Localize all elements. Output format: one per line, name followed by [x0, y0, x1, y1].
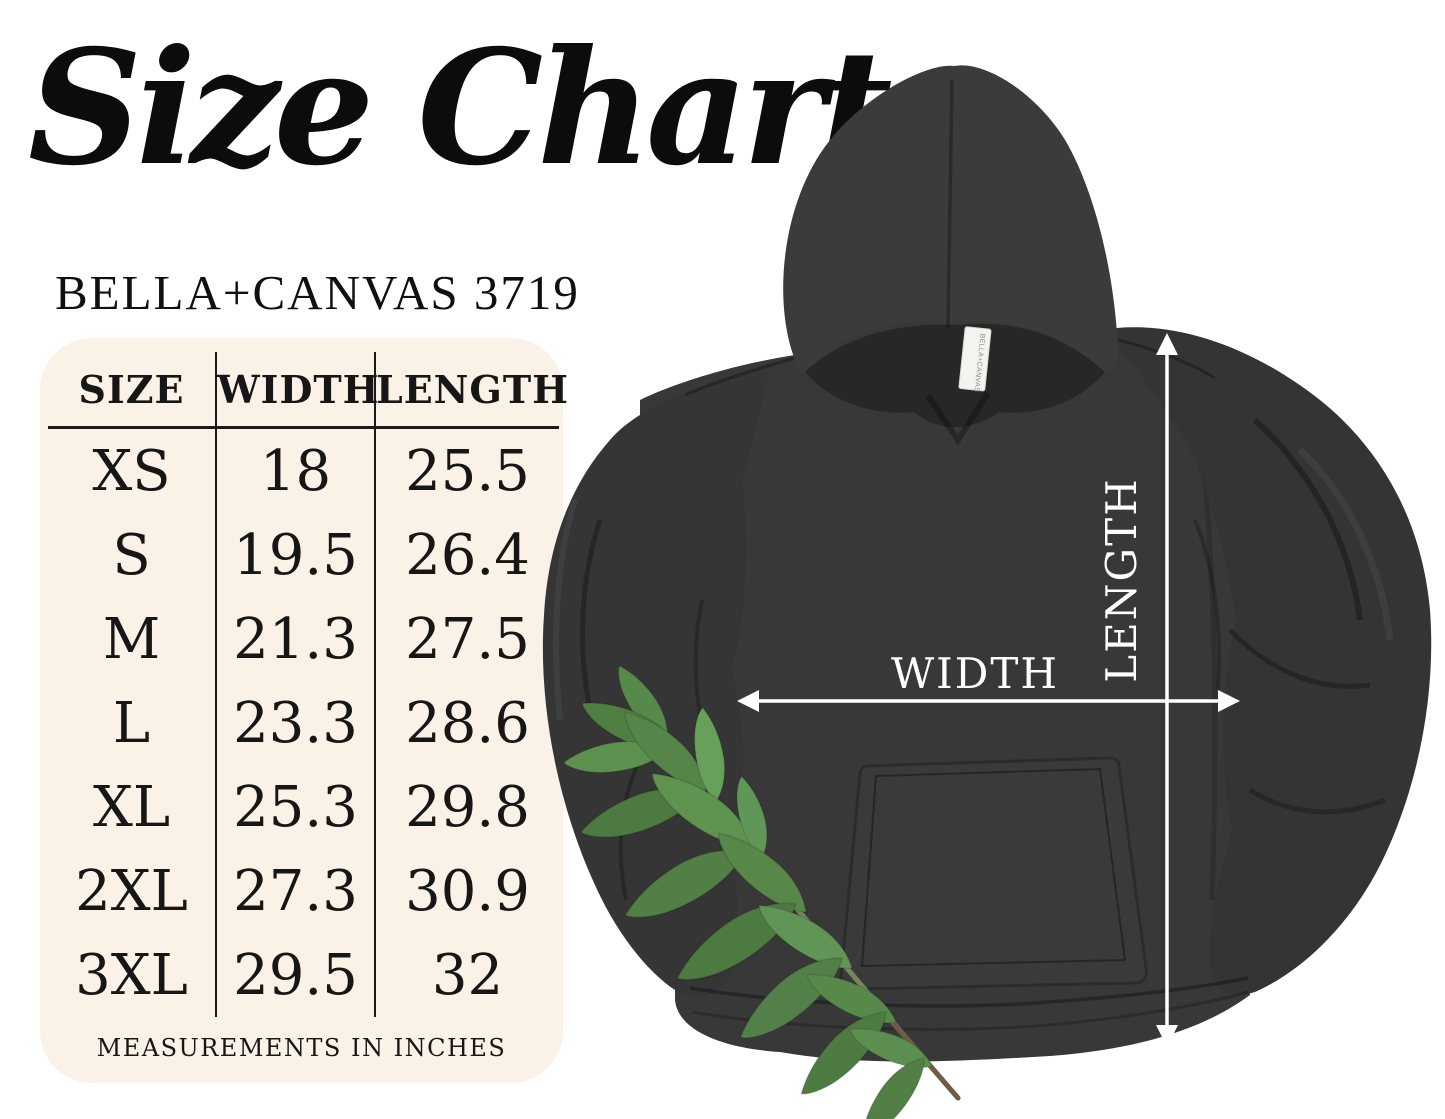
hoodie-pocket: [839, 756, 1148, 991]
neckline-v-seam: [925, 391, 991, 446]
right-sleeve-fold: [1252, 417, 1363, 621]
table-cell: 3XL: [75, 942, 188, 1008]
right-sleeve-fold: [1228, 628, 1371, 689]
table-cell: 23.3: [215, 681, 375, 765]
hoodie-right-sleeve: [1100, 327, 1432, 995]
table-cell: 29.5: [215, 933, 375, 1017]
table-cell: 32: [374, 933, 559, 1017]
page-title: Size Chart: [28, 16, 893, 201]
table-cell: 28.6: [374, 681, 559, 765]
table-cell: XL: [92, 774, 171, 840]
hood-opening: [805, 323, 1105, 427]
table-cell: 29.8: [374, 765, 559, 849]
pocket-stitching: [860, 767, 1127, 968]
table-cell: XS: [92, 438, 171, 504]
table-cell: 18: [215, 427, 375, 513]
hood-center-crease: [946, 79, 954, 329]
length-arrowhead-bottom: [1156, 1025, 1178, 1047]
width-arrowhead-right: [1218, 690, 1240, 712]
measurements-footnote: MEASUREMENTS IN INCHES: [96, 1034, 507, 1062]
right-sleeve-fold: [1248, 787, 1386, 815]
table-row: XL 25.3 29.8: [48, 765, 559, 849]
left-shoulder-seam: [684, 356, 796, 397]
column-header: LENGTH: [374, 352, 568, 429]
width-label: WIDTH: [891, 649, 1059, 698]
length-label: LENGTH: [1097, 477, 1146, 683]
left-sleeve-highlight: [553, 499, 578, 721]
hoodie-hood: [783, 65, 1119, 373]
table-cell: 25.5: [374, 427, 559, 513]
column-header: WIDTH: [215, 352, 379, 429]
measurement-arrows: WIDTH LENGTH: [737, 333, 1240, 1047]
table-cell: 25.3: [215, 765, 375, 849]
table-cell: 27.5: [374, 597, 559, 681]
table-row: XS 18 25.5: [48, 427, 559, 513]
table-cell: S: [112, 522, 151, 588]
table-cell: 30.9: [374, 849, 559, 933]
size-table-panel: SIZE WIDTH LENGTH XS 18 25.5 S 19.5 26.4 M 21.3 27…: [40, 338, 568, 1083]
right-sleeve-highlight: [1297, 447, 1394, 641]
right-sleeve-fold: [1193, 519, 1222, 691]
leaf-branch-image: [561, 658, 961, 1119]
size-table: SIZE WIDTH LENGTH XS 18 25.5 S 19.5 26.4 M 21.3 27…: [48, 352, 568, 1017]
table-cell: 21.3: [215, 597, 375, 681]
table-row: 3XL 29.5 32: [48, 933, 559, 1017]
table-row: L 23.3 28.6: [48, 681, 559, 765]
hoodie-image: BELLA+CANVAS: [542, 65, 1432, 1062]
table-cell: 26.4: [374, 513, 559, 597]
table-cell: 27.3: [215, 849, 375, 933]
table-row: S 19.5 26.4: [48, 513, 559, 597]
size-table-header-row: SIZE WIDTH LENGTH: [48, 352, 568, 429]
table-cell: M: [102, 606, 161, 672]
hoodie-left-sleeve: [542, 365, 770, 997]
neck-tag: BELLA+CANVAS: [958, 326, 992, 392]
table-cell: 19.5: [215, 513, 375, 597]
length-arrowhead-top: [1156, 333, 1178, 355]
table-cell: 2XL: [75, 858, 188, 924]
size-table-body: XS 18 25.5 S 19.5 26.4 M 21.3 27.5 L 23.3 28.6 XL 25.…: [48, 427, 559, 1017]
column-header: SIZE: [48, 352, 216, 429]
left-sleeve-fold: [580, 519, 603, 711]
table-cell: L: [112, 690, 151, 756]
width-arrowhead-left: [737, 690, 759, 712]
table-row: M 21.3 27.5: [48, 597, 559, 681]
table-row: 2XL 27.3 30.9: [48, 849, 559, 933]
product-model-subtitle: BELLA+CANVAS 3719: [55, 265, 580, 320]
